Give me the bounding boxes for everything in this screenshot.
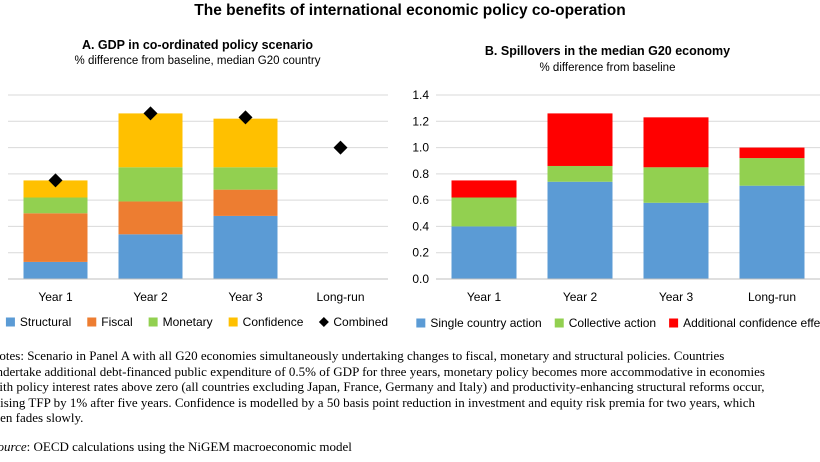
bar-confidence: [118, 113, 183, 168]
x-tick-label: Long-run: [748, 290, 796, 304]
marker-combined: [238, 110, 253, 125]
panel-a-chart: Year 1 Year 2 Year 3 Long-run Structural Fisc…: [5, 94, 388, 329]
notes-line: then fades slowly.: [0, 410, 84, 426]
notes-line: raising TFP by 1% after five years. Conf…: [0, 394, 756, 410]
bar-additional-confidence-effect: [643, 117, 709, 168]
bar-additional-confidence-effect: [739, 147, 805, 159]
y-tick-label: 0.2: [412, 246, 429, 260]
legend-swatch-additional-confidence-effect: [669, 318, 679, 328]
source-label: Source: [0, 439, 27, 454]
bar-structural: [23, 261, 88, 279]
bar-single-country-action: [643, 202, 709, 279]
x-tick-label: Year 1: [467, 290, 502, 304]
x-tick-label: Long-run: [316, 290, 364, 304]
legend-label-single-country-action: Single country action: [430, 316, 541, 330]
panel-b-title: B. Spillovers in the median G20 economy: [484, 44, 731, 58]
chart-notes: Notes: Scenario in Panel A with all G20 …: [0, 348, 820, 426]
x-tick-label: Year 3: [659, 290, 694, 304]
bar-confidence: [213, 118, 278, 168]
legend-swatch-structural: [5, 317, 15, 327]
bar-structural: [213, 215, 278, 279]
y-tick-label: 0.8: [412, 167, 429, 181]
panel-b-subtitle: % difference from baseline: [539, 62, 676, 74]
bar-monetary: [23, 197, 88, 214]
bar-single-country-action: [547, 181, 613, 279]
legend-swatch-collective-action: [554, 318, 564, 328]
bar-confidence: [23, 180, 88, 198]
notes-line: with policy interest rates above zero (a…: [0, 379, 765, 395]
legend-label-combined: Combined: [333, 315, 388, 329]
legend-label-structural: Structural: [20, 315, 71, 329]
x-tick-label: Year 3: [228, 290, 263, 304]
y-tick-label: 0.4: [412, 219, 429, 233]
legend-label-confidence: Confidence: [243, 315, 304, 329]
main-title: The benefits of international economic p…: [194, 2, 626, 19]
bar-monetary: [118, 167, 183, 202]
legend-label-additional-confidence-effect: Additional confidence effect: [683, 316, 820, 330]
bar-structural: [118, 234, 183, 279]
x-tick-label: Year 2: [563, 290, 598, 304]
source-text: : OECD calculations using the NiGEM macr…: [26, 439, 352, 454]
x-tick-label: Year 1: [38, 290, 73, 304]
panel-b-chart: 0.0 0.2 0.4 0.6 0.8 1.0 1.2 1.4 Year 1 Year 2 Year…: [412, 88, 820, 330]
marker-combined: [143, 106, 158, 121]
bar-single-country-action: [739, 185, 805, 279]
bar-fiscal: [23, 213, 88, 262]
y-tick-label: 0.6: [412, 193, 429, 207]
chart-source: Source: OECD calculations using the NiGE…: [0, 439, 820, 455]
bar-collective-action: [451, 197, 517, 227]
y-tick-label: 1.2: [412, 114, 429, 128]
y-tick-label: 1.0: [412, 141, 429, 155]
legend-label-fiscal: Fiscal: [101, 315, 132, 329]
x-tick-label: Year 2: [133, 290, 168, 304]
panel-a-title: A. GDP in co-ordinated policy scenario: [81, 38, 314, 52]
bar-single-country-action: [451, 226, 517, 279]
bar-collective-action: [643, 167, 709, 203]
legend-swatch-single-country-action: [416, 318, 426, 328]
y-tick-label: 1.4: [412, 88, 429, 102]
panel-a-subtitle: % difference from baseline, median G20 c…: [74, 55, 321, 67]
legend-swatch-monetary: [148, 317, 158, 327]
legend-swatch-combined: [318, 317, 329, 327]
y-tick-label: 0.0: [412, 272, 429, 286]
legend-swatch-fiscal: [87, 317, 97, 327]
notes-line: undertake additional debt-financed publi…: [0, 363, 765, 379]
marker-combined: [333, 140, 348, 155]
bar-additional-confidence-effect: [451, 180, 517, 198]
bar-monetary: [213, 167, 278, 190]
bar-fiscal: [118, 201, 183, 235]
bar-collective-action: [547, 165, 613, 182]
legend-label-collective-action: Collective action: [569, 316, 656, 330]
notes-line: Notes: Scenario in Panel A with all G20 …: [0, 348, 725, 363]
marker-combined: [48, 173, 63, 188]
bar-fiscal: [213, 189, 278, 216]
legend-label-monetary: Monetary: [163, 315, 213, 329]
bar-additional-confidence-effect: [547, 113, 613, 166]
legend-swatch-confidence: [228, 317, 238, 327]
bar-collective-action: [739, 158, 805, 186]
